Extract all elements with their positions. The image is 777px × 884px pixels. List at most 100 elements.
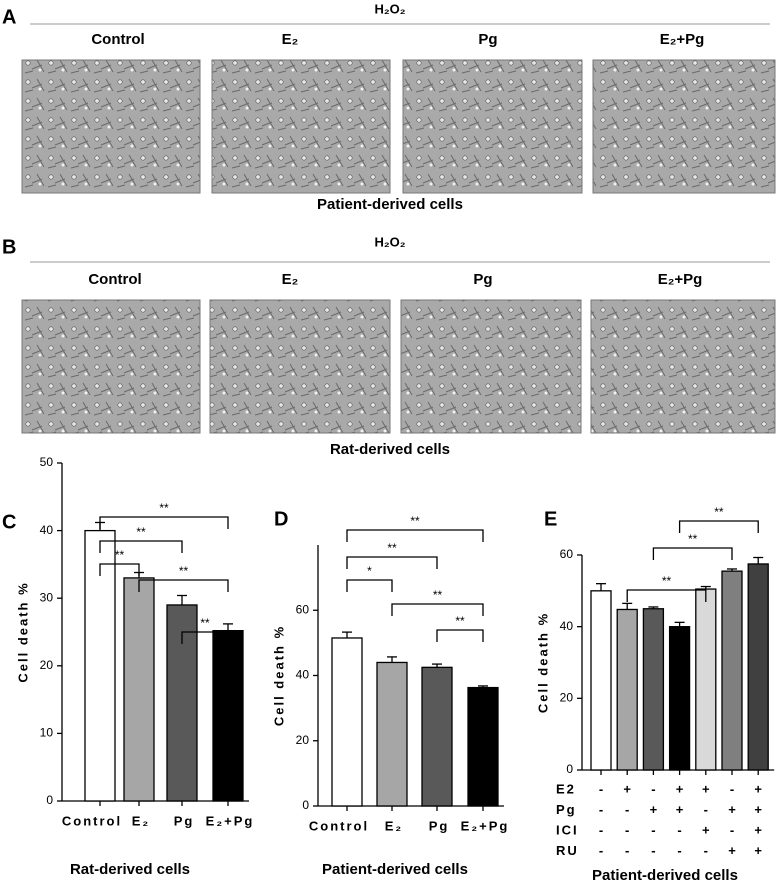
- y-tick-label: 10: [40, 726, 54, 740]
- treatment-label: H₂O₂: [374, 1, 405, 16]
- group-label: Pg: [473, 271, 492, 288]
- significance-bracket: [99, 563, 140, 576]
- significance-bracket: [436, 629, 484, 642]
- significance-bracket: [626, 589, 707, 602]
- y-tick-label: 60: [296, 602, 310, 616]
- condition-label: ICI: [556, 822, 579, 837]
- condition-sign: -: [599, 802, 603, 817]
- micrograph: [402, 59, 583, 194]
- panel-caption: Rat-derived cells: [330, 441, 450, 458]
- y-tick-label: 20: [560, 691, 574, 705]
- condition-sign: -: [599, 781, 603, 796]
- condition-sign: +: [728, 843, 736, 858]
- significance-label: **: [387, 541, 397, 555]
- y-tick-label: 30: [40, 590, 54, 604]
- chart-caption: Rat-derived cells: [70, 861, 190, 878]
- condition-sign: -: [651, 781, 655, 796]
- significance-bracket: [678, 520, 759, 533]
- condition-sign: +: [623, 781, 631, 796]
- significance-label: **: [200, 616, 210, 630]
- condition-sign: +: [754, 802, 762, 817]
- condition-label: Pg: [556, 802, 577, 817]
- condition-sign: +: [702, 822, 710, 837]
- significance-label: *: [367, 564, 372, 578]
- significance-label: **: [410, 514, 420, 528]
- y-tick-label: 40: [560, 619, 574, 633]
- x-tick-label: Pg: [429, 818, 450, 833]
- significance-bracket: [346, 556, 438, 569]
- x-tick-label: E₂: [385, 818, 403, 833]
- y-tick-label: 50: [40, 455, 54, 469]
- group-label: E₂: [282, 31, 299, 48]
- condition-sign: -: [677, 843, 681, 858]
- micrograph: [590, 299, 776, 434]
- significance-label: **: [688, 532, 698, 546]
- treatment-label: H₂O₂: [374, 234, 405, 249]
- panel-letter: C: [2, 511, 16, 533]
- significance-label: **: [115, 548, 125, 562]
- y-tick-label: 0: [46, 793, 53, 807]
- significance-bracket: [138, 579, 229, 592]
- y-tick-label: 20: [40, 658, 54, 672]
- y-tick-label: 0: [566, 762, 573, 776]
- x-tick-label: Pg: [174, 813, 195, 828]
- bar: [616, 608, 638, 771]
- significance-label: **: [455, 614, 465, 628]
- significance-bracket: [181, 631, 229, 644]
- condition-sign: +: [650, 802, 658, 817]
- panel-letter: D: [274, 508, 288, 530]
- significance-bracket: [652, 547, 733, 560]
- y-axis-label: Cell death %: [535, 612, 550, 713]
- significance-bracket: [99, 540, 183, 553]
- x-tick-label: E₂: [132, 813, 150, 828]
- condition-sign: -: [599, 822, 603, 837]
- condition-sign: +: [676, 802, 684, 817]
- condition-sign: -: [651, 843, 655, 858]
- bar: [376, 661, 408, 807]
- micrograph: [209, 299, 391, 434]
- condition-sign: -: [625, 822, 629, 837]
- significance-label: **: [159, 501, 169, 515]
- condition-sign: -: [677, 822, 681, 837]
- group-label: E₂+Pg: [658, 271, 703, 288]
- chart-caption: Patient-derived cells: [592, 867, 738, 884]
- significance-bracket: [346, 579, 393, 592]
- significance-label: **: [662, 574, 672, 588]
- chart-caption: Patient-derived cells: [322, 861, 468, 878]
- bar: [467, 686, 499, 807]
- condition-sign: -: [730, 781, 734, 796]
- bar: [668, 626, 691, 771]
- condition-sign: -: [730, 822, 734, 837]
- y-tick-label: 20: [296, 733, 310, 747]
- group-label: E₂+Pg: [660, 31, 705, 48]
- micrograph: [211, 59, 391, 194]
- y-tick-label: 0: [302, 798, 309, 812]
- x-tick-label: E₂+Pg: [206, 813, 255, 828]
- panel-letter: A: [2, 6, 16, 28]
- bar: [590, 590, 612, 771]
- x-tick-label: Control: [62, 813, 122, 828]
- group-label: E₂: [282, 271, 299, 288]
- condition-sign: +: [728, 802, 736, 817]
- bar: [212, 629, 244, 802]
- y-tick-label: 40: [296, 668, 310, 682]
- significance-bracket: [99, 516, 229, 529]
- bar: [747, 563, 769, 771]
- significance-label: **: [433, 588, 443, 602]
- significance-bracket: [391, 603, 484, 616]
- significance-label: **: [714, 505, 724, 519]
- bar: [695, 588, 717, 771]
- condition-label: E2: [556, 781, 576, 796]
- significance-label: **: [179, 564, 189, 578]
- significance-label: **: [136, 525, 146, 539]
- micrograph: [21, 59, 201, 194]
- condition-sign: -: [625, 843, 629, 858]
- group-label: Pg: [478, 31, 497, 48]
- condition-sign: -: [651, 822, 655, 837]
- y-axis-label: Cell death %: [15, 581, 30, 682]
- condition-sign: +: [676, 781, 684, 796]
- micrograph: [21, 299, 201, 434]
- x-tick-label: Control: [309, 818, 369, 833]
- panel-letter: E: [544, 508, 557, 530]
